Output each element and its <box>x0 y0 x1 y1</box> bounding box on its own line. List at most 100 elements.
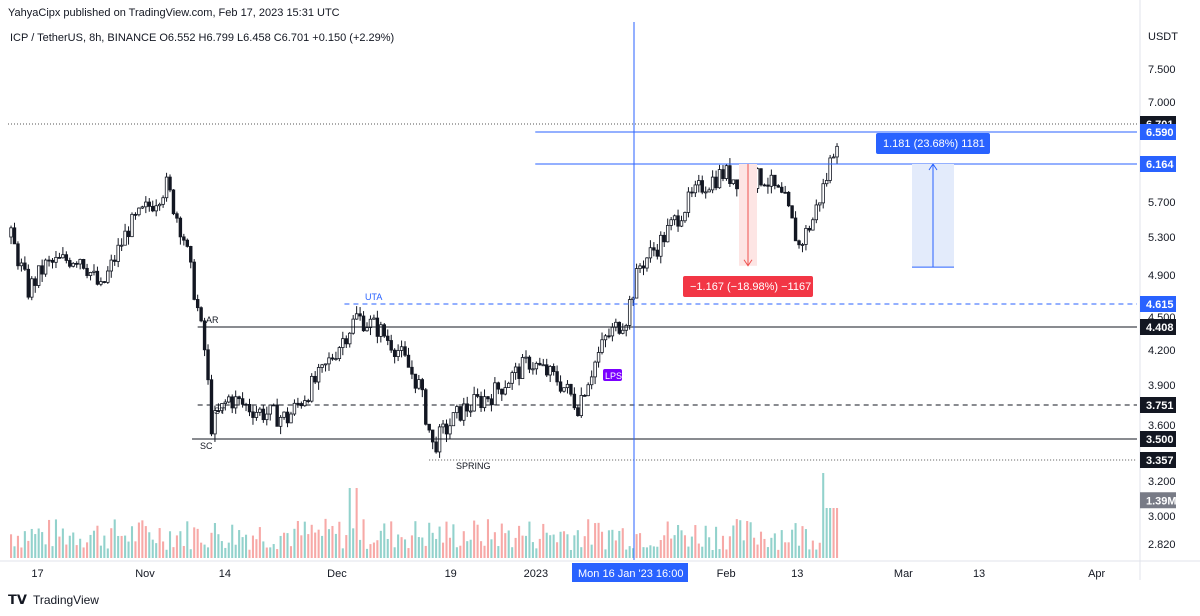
candle-body <box>434 441 438 453</box>
volume-bar <box>687 546 690 558</box>
volume-bar <box>652 546 655 558</box>
candle-body <box>33 278 37 286</box>
candle-body <box>230 396 234 409</box>
candle-body <box>292 402 297 415</box>
volume-bar <box>597 522 600 558</box>
volume-bar <box>23 531 26 558</box>
candle-body <box>50 259 55 263</box>
candle-body <box>278 416 283 427</box>
volume-bar <box>96 525 99 558</box>
candle-body <box>773 174 777 187</box>
volume-bar <box>248 549 251 558</box>
footer-brand[interactable]: 𝗧𝗩 TradingView <box>8 592 99 608</box>
x-tick-label: 2023 <box>524 568 548 580</box>
volume-bar <box>99 545 102 558</box>
volume-bar <box>545 532 548 558</box>
candle-body <box>721 169 725 179</box>
candle-body <box>175 213 179 219</box>
volume-bar <box>245 534 248 558</box>
candle-body <box>327 357 331 365</box>
candle-body <box>572 393 577 409</box>
candle-body <box>762 184 767 187</box>
volume-bar <box>639 533 642 558</box>
volume-bar <box>538 538 541 558</box>
volume-bar <box>334 533 337 558</box>
x-tick-label: 19 <box>445 568 457 580</box>
candle-body <box>171 189 176 215</box>
volume-bar <box>175 535 178 558</box>
candle-body <box>545 364 549 376</box>
volume-bar <box>773 533 776 558</box>
candle-body <box>247 404 252 413</box>
volume-bar <box>13 546 16 558</box>
candle-body <box>320 364 324 368</box>
candle-body <box>724 165 729 179</box>
volume-bar <box>120 535 123 558</box>
candle-body <box>527 356 532 370</box>
volume-bar <box>203 544 206 558</box>
candle-body <box>776 185 780 188</box>
volume-bar <box>535 548 538 558</box>
volume-bar <box>428 522 431 558</box>
volume-bar <box>524 535 528 558</box>
candle-body <box>831 156 836 159</box>
candle-body <box>137 207 141 216</box>
volume-bar <box>770 537 773 558</box>
candle-body <box>811 219 815 231</box>
candle-body <box>444 423 449 435</box>
candle-body <box>213 410 217 435</box>
candle-body <box>310 375 314 402</box>
volume-bar <box>134 541 137 558</box>
volume-bar <box>210 532 213 558</box>
candle-body <box>769 174 774 187</box>
volume-bar <box>469 539 472 558</box>
volume-bar <box>607 530 610 558</box>
volume-bar <box>677 524 680 558</box>
volume-bar <box>386 538 389 558</box>
volume-bar <box>127 541 130 558</box>
volume-bar <box>20 547 23 558</box>
candle-body <box>16 243 20 267</box>
volume-bar <box>715 526 718 558</box>
volume-bar <box>34 534 37 558</box>
candle-body <box>68 260 72 267</box>
candle-body <box>133 213 138 216</box>
candle-body <box>251 411 255 418</box>
volume-bar <box>753 537 756 558</box>
candle-body <box>420 379 425 391</box>
volume-bar <box>165 549 168 558</box>
volume-bar <box>400 537 403 558</box>
candle-body <box>43 259 48 275</box>
volume-bar <box>348 488 351 558</box>
volume-bar <box>794 523 797 558</box>
candle-body <box>23 262 27 270</box>
wyckoff-label-uta: UTA <box>365 292 382 302</box>
candle-body <box>520 357 525 379</box>
candle-body <box>704 191 708 194</box>
volume-bar <box>307 534 310 558</box>
candle-body <box>472 394 476 412</box>
volume-bar <box>213 523 216 558</box>
volume-bar <box>832 508 835 558</box>
candle-body <box>386 335 390 341</box>
candle-body <box>199 307 203 322</box>
volume-bar <box>179 531 182 558</box>
volume-bar <box>352 528 355 558</box>
volume-bar <box>82 547 85 558</box>
volume-bar <box>276 549 279 558</box>
candle-body <box>462 403 466 421</box>
candle-body <box>655 249 660 257</box>
volume-bar <box>746 521 749 558</box>
y-tick-label: 5.300 <box>1148 232 1176 244</box>
volume-bar <box>217 534 220 558</box>
candle-body <box>361 315 366 332</box>
candle-body <box>413 373 418 389</box>
volume-bar <box>220 541 223 558</box>
volume-bar <box>300 535 303 558</box>
volume-bar <box>89 534 92 558</box>
candle-body <box>790 205 794 219</box>
candle-body <box>95 270 100 285</box>
price-label-badge <box>1140 397 1176 413</box>
candle-body <box>54 256 58 263</box>
